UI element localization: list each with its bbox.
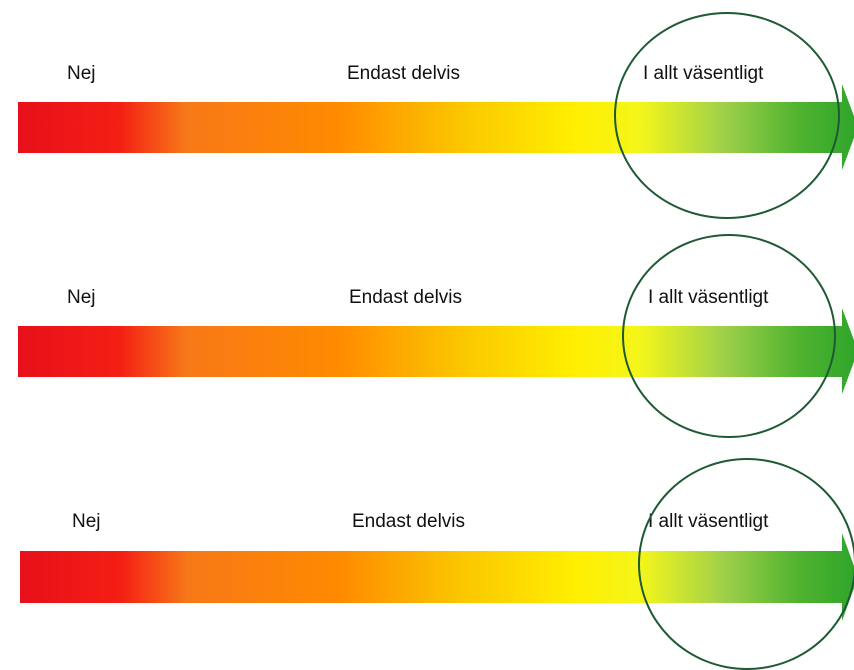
scale-middle-label: Endast delvis (349, 287, 463, 308)
highlight-circle (614, 12, 840, 219)
scale-left-label: Nej (67, 63, 96, 84)
scale-middle-label: Endast delvis (347, 63, 461, 84)
scale-row-3: Nej Endast delvis I allt väsentligt (0, 450, 854, 670)
scale-row-1: Nej Endast delvis I allt väsentligt (0, 0, 854, 220)
highlight-circle (622, 234, 836, 438)
scale-left-label: Nej (67, 287, 96, 308)
scale-middle-label: Endast delvis (352, 511, 466, 532)
highlight-circle (638, 458, 854, 670)
scale-row-2: Nej Endast delvis I allt väsentligt (0, 224, 854, 444)
scale-left-label: Nej (72, 511, 101, 532)
